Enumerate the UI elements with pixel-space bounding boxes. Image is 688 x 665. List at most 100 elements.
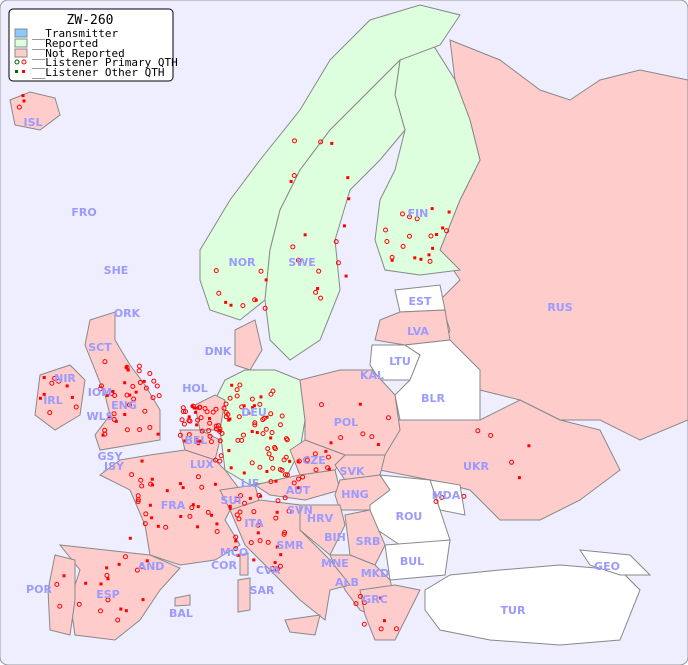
listener-primary-marker [238,493,244,499]
listener-primary-marker [369,434,375,440]
listener-primary-marker [135,499,141,505]
listener-other-marker [215,522,219,526]
legend-box [8,8,174,82]
listener-primary-marker [151,378,157,384]
listener-primary-marker [235,437,241,443]
listener-primary-marker [400,243,406,249]
listener-primary-marker [281,457,287,463]
listener-other-marker [234,539,238,543]
map-title: ZW-260 [67,13,114,28]
listener-primary-marker [414,216,420,222]
listener-primary-marker [234,512,240,518]
listener-primary-marker [361,621,367,627]
listener-other-marker [229,303,233,307]
country-label-swe: SWE [288,256,316,269]
country-gbr [84,311,161,451]
listener-primary-marker [214,528,220,534]
listener-primary-marker [274,566,280,572]
listener-primary-marker [283,436,289,442]
listener-primary-marker [142,521,148,527]
listener-primary-marker [154,383,160,389]
listener-other-marker [447,210,451,214]
listener-primary-marker [102,359,108,365]
country-label-and: AND [138,560,165,573]
listener-other-marker [430,207,434,211]
country-label-smr: SMR [276,539,304,552]
listener-primary-marker [208,439,214,445]
legend-primary-red-marker [21,59,27,65]
country-label-por: POR [26,583,52,596]
country-sar [237,577,251,613]
listener-primary-marker [194,438,200,444]
listener-primary-marker [104,572,110,578]
listener-other-marker [105,566,109,570]
listener-primary-marker [279,413,285,419]
listener-primary-marker [227,395,233,401]
listener-primary-marker [136,363,142,369]
listener-primary-marker [216,290,222,296]
listener-primary-marker [124,392,130,398]
listener-primary-marker [143,511,149,517]
listener-other-marker [252,404,256,408]
listener-other-marker [250,429,254,433]
country-label-srb: SRB [356,535,381,548]
listener-primary-marker [236,516,242,522]
listener-primary-marker [223,401,229,407]
listener-primary-marker [98,383,104,389]
listener-other-marker [148,503,152,507]
listener-primary-marker [108,391,114,397]
listener-other-marker [123,381,127,385]
listener-other-marker [228,504,232,508]
listener-other-marker [382,619,386,623]
listener-primary-marker [257,538,263,544]
legend-swatch-reported [14,38,28,48]
listener-primary-marker [134,567,140,573]
listener-primary-marker [186,418,192,424]
listener-other-marker [117,562,121,566]
listener-primary-marker [137,379,143,385]
listener-primary-marker [353,601,359,607]
listener-other-marker [296,486,300,490]
listener-other-marker [134,390,138,394]
country-label-eng: ENG [111,399,137,412]
listener-primary-marker [205,509,211,515]
country-label-alb: ALB [335,576,359,589]
listener-primary-marker [399,211,405,217]
country-label-est: EST [409,295,432,308]
country-label-wls: WLS [86,410,113,423]
listener-primary-marker [384,239,390,245]
listener-primary-marker [177,432,183,438]
listener-other-marker [419,257,423,261]
listener-primary-marker [126,402,132,408]
listener-primary-marker [105,597,111,603]
listener-primary-marker [252,422,258,428]
listener-other-marker [196,438,200,442]
listener-other-marker [213,482,217,486]
listener-primary-marker [98,608,104,614]
listener-primary-marker [199,428,205,434]
listener-primary-marker [281,531,287,537]
listener-primary-marker [439,495,445,501]
legend: ZW-260 __Transmitter __Reported __Not Re… [8,8,178,82]
listener-primary-marker [234,393,240,399]
listener-primary-marker [147,370,153,376]
listener-primary-marker [213,423,219,429]
listener-primary-marker [198,415,204,421]
listener-primary-marker [102,431,108,437]
country-label-rus: RUS [547,301,572,314]
listener-primary-marker [249,460,255,466]
listener-primary-marker [300,474,306,480]
country-label-nor: NOR [228,256,256,269]
listener-other-marker [124,365,128,369]
listener-primary-marker [427,258,433,264]
listener-primary-marker [269,456,275,462]
listener-other-marker [431,246,435,250]
listener-primary-marker [199,484,205,490]
listener-primary-marker [163,524,169,530]
country-label-dnk: DNK [205,345,232,358]
listener-other-marker [84,581,88,585]
listener-other-marker [194,410,198,414]
listener-primary-marker [143,385,149,391]
listener-primary-marker [257,464,263,470]
listener-primary-marker [277,563,283,569]
